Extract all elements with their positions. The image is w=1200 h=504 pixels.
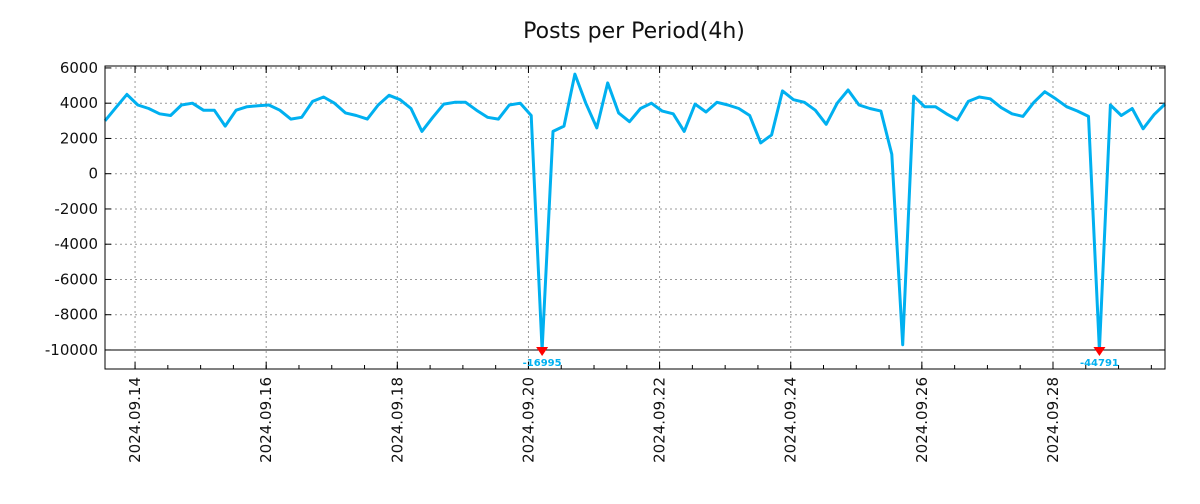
y-tick-label: -2000 (54, 200, 98, 218)
clipped-value-label: -16995 (523, 358, 562, 369)
y-tick-label: -10000 (45, 341, 98, 359)
x-tick-label: 2024.09.16 (257, 377, 275, 463)
y-tick-label: -6000 (54, 270, 98, 288)
y-tick-label: 0 (88, 165, 98, 183)
axes: 6000 4000 2000 0 -2000 -4000 -6000 -8000 -10000 2… (45, 59, 1165, 463)
y-tick-label: 6000 (60, 59, 98, 77)
clipped-value-marker (536, 346, 549, 356)
x-tick-label: 2024.09.26 (913, 377, 931, 463)
y-tick-label: -8000 (54, 306, 98, 324)
series (103, 72, 1167, 352)
x-tick-label: 2024.09.24 (782, 377, 800, 463)
x-tick-label: 2024.09.14 (126, 377, 144, 463)
clipped-value-marker (1093, 346, 1106, 356)
x-tick-label: 2024.09.18 (388, 377, 406, 463)
y-tick-label: 2000 (60, 129, 98, 147)
clipped-value-label: -44791 (1080, 358, 1119, 369)
x-tick-label: 2024.09.28 (1044, 377, 1062, 463)
y-tick-label: 4000 (60, 94, 98, 112)
x-tick-label: 2024.09.22 (651, 377, 669, 463)
annotations: -16995 -44791 (523, 346, 1119, 369)
plot-frame (104, 65, 1166, 370)
x-tick-label: 2024.09.20 (519, 377, 537, 463)
y-tick-label: -4000 (54, 235, 98, 253)
chart-title: Posts per Period(4h) (523, 19, 745, 44)
series-line-posts (103, 72, 1167, 352)
